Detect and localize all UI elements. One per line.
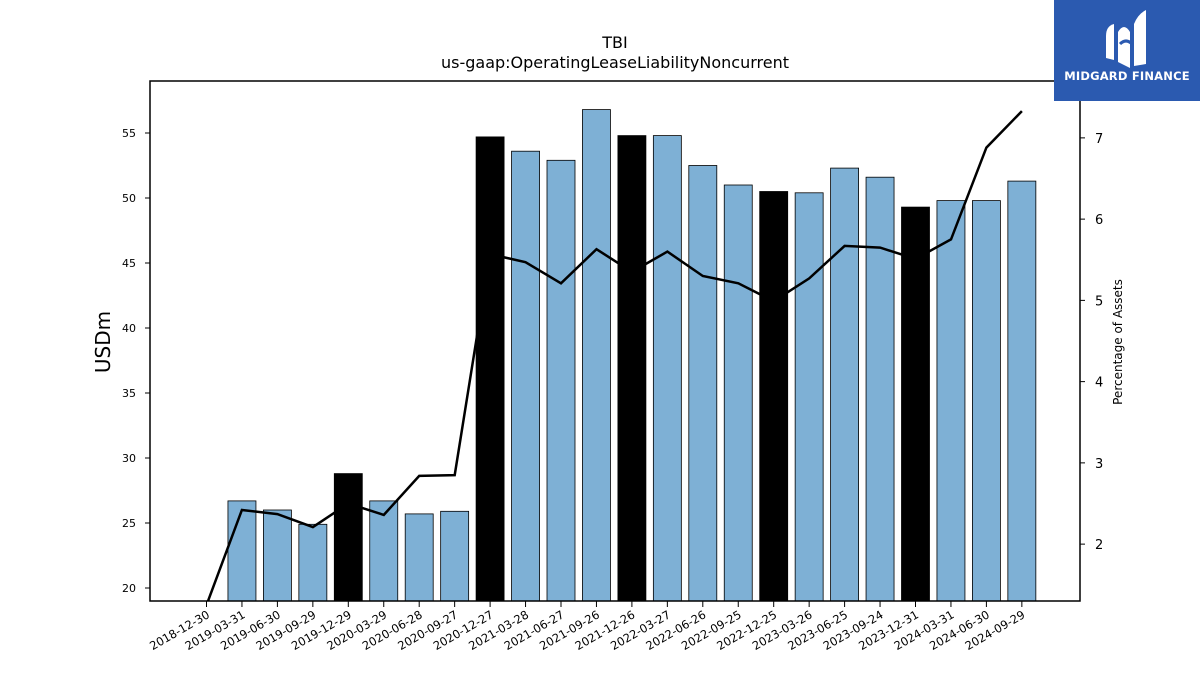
bar-2023-06-25 <box>830 167 859 602</box>
y2-axis-label: Percentage of Assets <box>1111 279 1125 405</box>
bar-2019-09-29 <box>298 523 328 602</box>
bar-2021-06-27 <box>546 159 576 602</box>
bar-2023-12-31 <box>901 206 930 602</box>
y-tick-label: 55 <box>122 127 136 140</box>
y-tick-label: 20 <box>122 582 136 595</box>
y-tick-label: 35 <box>122 387 136 400</box>
bar-2020-06-28 <box>404 513 434 602</box>
bar-2020-03-29 <box>369 500 399 602</box>
brand-logo: MIDGARD FINANCE <box>1054 0 1200 101</box>
y-tick-label: 30 <box>122 452 136 465</box>
bar-2021-09-26 <box>582 109 611 602</box>
bar-2023-03-26 <box>794 192 824 602</box>
y-tick-label: 50 <box>122 192 136 205</box>
bar-2020-12-27 <box>475 136 505 602</box>
bar-series <box>227 109 1037 602</box>
bar-2024-09-29 <box>1007 180 1037 602</box>
y2-tick-label: 6 <box>1095 213 1103 228</box>
percentage-line <box>206 110 1023 601</box>
midgard-logo-icon <box>1106 10 1146 68</box>
chart-subtitle: us-gaap:OperatingLeaseLiabilityNoncurren… <box>441 53 789 72</box>
y-axis-label: USDm <box>91 311 115 373</box>
y-tick-label: 45 <box>122 257 136 270</box>
bar-2022-03-27 <box>652 135 682 602</box>
bar-2019-06-30 <box>262 509 292 602</box>
bar-2019-03-31 <box>227 500 257 602</box>
y2-tick-label: 2 <box>1095 538 1103 553</box>
bar-2022-06-26 <box>688 165 718 602</box>
plot-frame <box>149 80 1081 602</box>
bar-2019-12-29 <box>333 473 363 602</box>
x-axis: 2018-12-302019-03-312019-06-302019-09-29… <box>147 601 1027 653</box>
y-tick-label: 25 <box>122 517 136 530</box>
bar-2022-12-25 <box>759 191 789 602</box>
percentage-line-series <box>206 110 1023 601</box>
y2-tick-label: 3 <box>1095 457 1103 472</box>
y-axis: 20 25 30 35 40 45 50 55 <box>122 127 150 595</box>
brand-name: MIDGARD FINANCE <box>1064 69 1190 83</box>
y-tick-label: 40 <box>122 322 136 335</box>
bar-2024-03-31 <box>936 200 966 602</box>
bar-2021-12-26 <box>617 135 647 602</box>
bar-2024-06-30 <box>972 200 1001 602</box>
bar-2023-09-24 <box>865 176 895 602</box>
y2-tick-label: 7 <box>1095 132 1103 147</box>
y2-tick-label: 5 <box>1095 294 1103 309</box>
bar-2022-09-25 <box>723 184 753 602</box>
y2-tick-label: 4 <box>1095 376 1103 391</box>
chart-title: TBI <box>601 33 627 52</box>
bar-2020-09-27 <box>440 510 470 602</box>
bar-2021-03-28 <box>511 150 540 602</box>
y2-axis: 2 3 4 5 6 7 <box>1080 132 1103 553</box>
